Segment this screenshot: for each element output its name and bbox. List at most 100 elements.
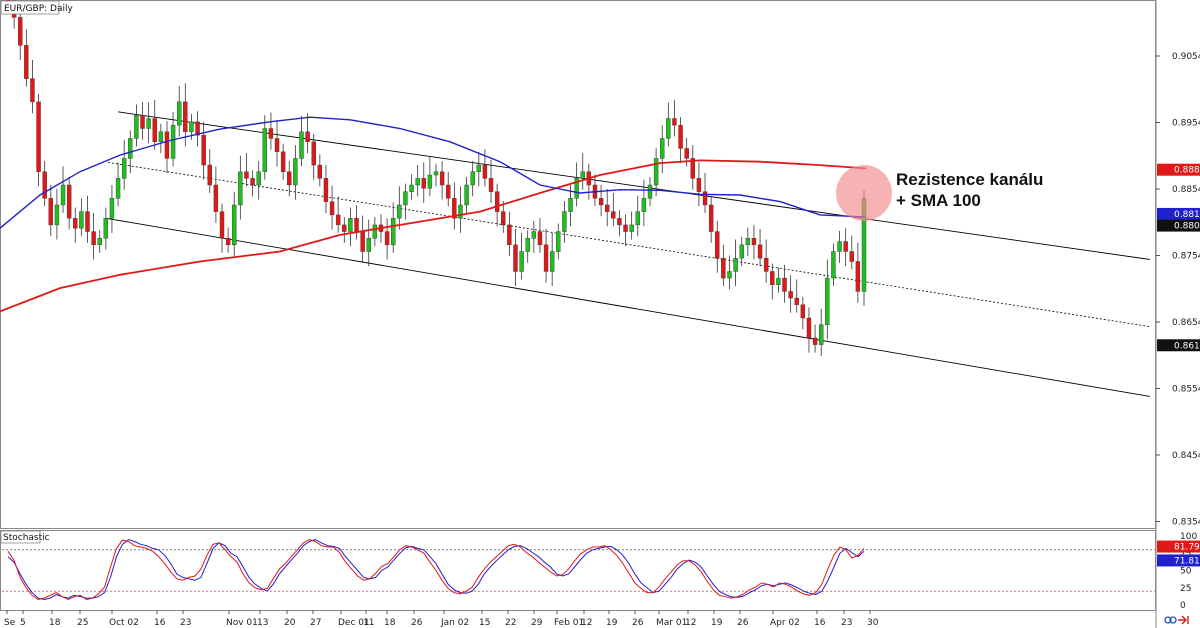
stoch-k-line: [7, 538, 865, 601]
bearish-candle: [42, 171, 47, 199]
bearish-candle: [213, 184, 219, 212]
bearish-candle: [280, 151, 286, 172]
bullish-candle: [574, 178, 579, 199]
bullish-candle: [519, 251, 524, 272]
bullish-candle: [666, 118, 671, 139]
price-badge-bg: [1157, 219, 1200, 232]
bullish-candle: [837, 241, 842, 252]
bearish-candle: [482, 164, 488, 179]
bullish-candle: [262, 128, 267, 172]
y-tick-label: 0.8654: [1172, 318, 1200, 328]
bearish-candle: [690, 158, 695, 179]
bullish-candle: [366, 238, 371, 252]
bullish-candle: [819, 324, 824, 345]
bullish-candle: [403, 191, 408, 206]
x-tick-label: Feb 01: [554, 618, 584, 628]
bullish-candle: [60, 184, 66, 206]
bearish-candle: [24, 45, 29, 79]
bearish-candle: [494, 191, 500, 212]
bullish-candle: [158, 131, 164, 142]
price-badges: 0.8883 0.8812 0.8805 0.8619 81.79 71.81: [1157, 163, 1200, 567]
bearish-candle: [66, 184, 72, 219]
bearish-candle: [152, 118, 157, 142]
bullish-candle: [641, 198, 647, 212]
y-tick-label: 0.8854: [1172, 185, 1200, 195]
x-tick-label: 18: [384, 618, 396, 628]
candlesticks: [5, 0, 867, 356]
y-tick-label: 0.8754: [1172, 252, 1200, 262]
bearish-candle: [36, 101, 41, 172]
bullish-candle: [549, 251, 555, 272]
bullish-candle: [556, 231, 561, 252]
bullish-candle: [176, 101, 182, 126]
bullish-candle: [739, 244, 744, 259]
bullish-candle: [470, 171, 475, 186]
bullish-candle: [109, 198, 115, 219]
x-tick-label: Se: [4, 618, 16, 628]
bearish-candle: [806, 317, 812, 339]
bearish-candle: [702, 191, 708, 206]
bearish-candle: [678, 124, 683, 149]
x-tick-label: 20: [284, 618, 296, 628]
bearish-candle: [195, 121, 200, 136]
price-badge-text: 0.8619: [1174, 341, 1200, 351]
channel-upper-line: [117, 111, 1151, 260]
annotation-line-1: Rezistence kanálu: [896, 170, 1043, 189]
bearish-candle: [287, 171, 292, 186]
x-tick-label: 23: [841, 618, 852, 628]
stochastic-lines: [2, 538, 1155, 601]
bullish-candle: [733, 257, 738, 272]
stoch-y-tick-label: 50: [1180, 567, 1192, 577]
bearish-candle: [843, 241, 848, 252]
stoch-badge-bg: [1157, 540, 1200, 553]
stoch-badge-bg: [1157, 554, 1200, 567]
bullish-candle: [415, 178, 420, 186]
bullish-candle: [238, 171, 243, 206]
scroll-to-end-icon[interactable]: [1178, 615, 1189, 625]
channel-lower-line: [105, 217, 1151, 397]
bullish-candle: [348, 218, 353, 232]
bearish-candle: [91, 231, 96, 246]
bearish-candle: [140, 114, 145, 129]
bearish-candle: [183, 101, 188, 133]
stoch-y-tick-label: 0: [1180, 601, 1186, 611]
bullish-candle: [134, 114, 139, 139]
stoch-badge-text: 71.81: [1174, 556, 1200, 566]
bearish-candle: [782, 277, 787, 292]
bearish-candle: [323, 178, 329, 202]
bullish-candle: [476, 164, 481, 172]
price-badge-text: 0.8805: [1174, 222, 1200, 232]
price-badge-bg: [1157, 163, 1200, 176]
x-tick-label: 29: [531, 618, 543, 628]
link-icon[interactable]: [1164, 616, 1177, 624]
bearish-candle: [721, 257, 726, 279]
x-tick-label: 26: [411, 618, 423, 628]
stochastic-title-box: [0, 530, 41, 544]
bullish-candle: [568, 198, 573, 212]
bullish-candle: [660, 138, 665, 159]
x-tick-label: 16: [154, 618, 166, 628]
bearish-candle: [751, 238, 757, 246]
bearish-candle: [305, 131, 310, 142]
bearish-candle: [452, 198, 457, 219]
bullish-candle: [427, 174, 433, 189]
x-tick-label: Dec 01: [338, 618, 370, 628]
bearish-candle: [800, 304, 806, 319]
x-tick-label: 16: [814, 618, 826, 628]
bullish-candle: [531, 231, 537, 239]
bearish-candle: [384, 231, 390, 246]
resistance-highlight: [836, 165, 892, 221]
bullish-candle: [79, 211, 84, 229]
x-tick-label: 13: [257, 618, 268, 628]
bullish-candle: [299, 131, 304, 159]
bullish-candle: [256, 171, 261, 186]
bearish-candle: [543, 244, 549, 272]
bearish-candle: [268, 128, 274, 139]
stochastic-pane-frame: [0, 530, 1156, 611]
bullish-candle: [562, 211, 567, 232]
bearish-candle: [164, 131, 170, 159]
stoch-y-tick-label: 75: [1180, 549, 1191, 559]
x-tick-label: 30: [867, 618, 879, 628]
bullish-candle: [97, 238, 102, 246]
bearish-candle: [507, 224, 512, 246]
